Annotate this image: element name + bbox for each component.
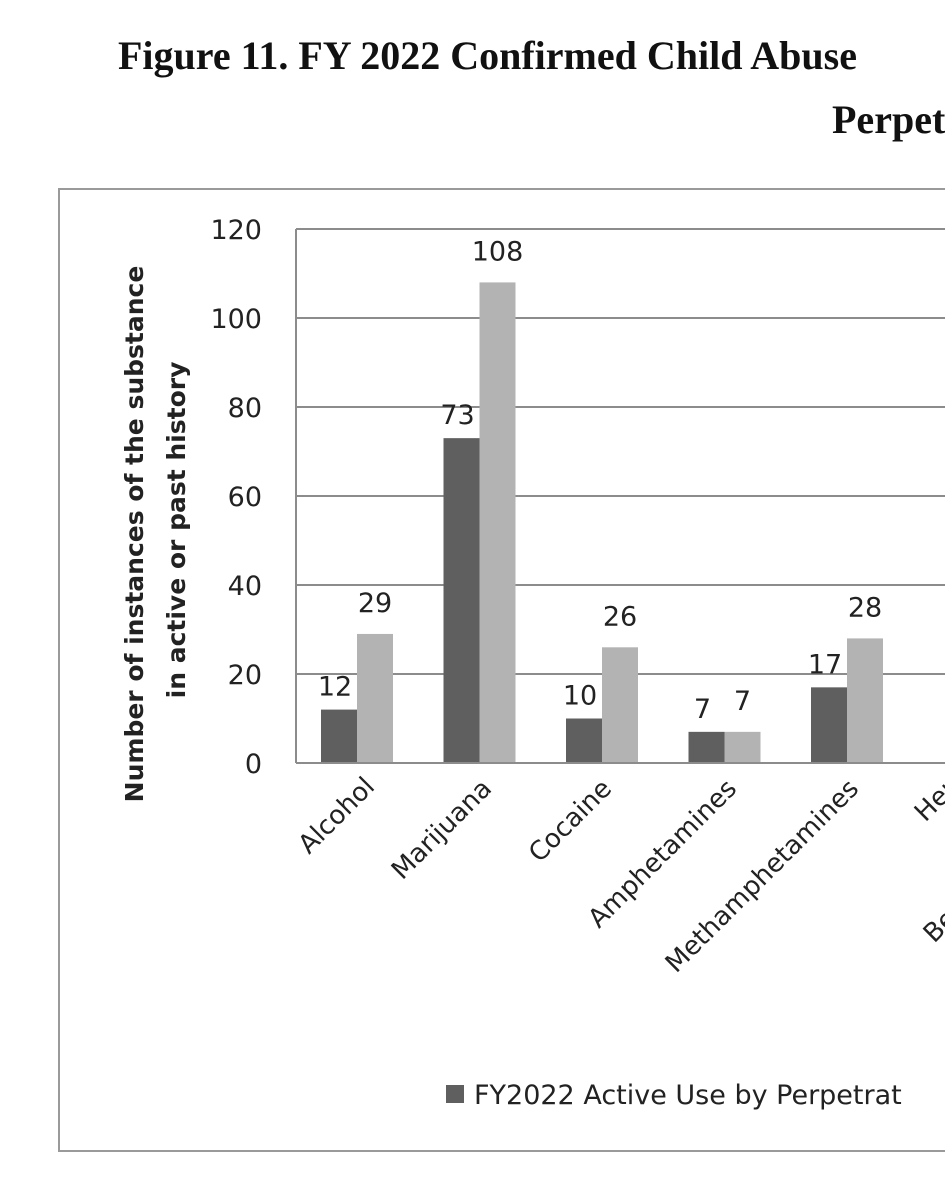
data-label: 108 [472,236,524,267]
bar [357,633,393,763]
data-label: 73 [440,400,474,431]
y-axis-title-line1: Number of instances of the substance [120,266,149,803]
gridlines [296,228,945,675]
legend: FY2022 Active Use by Perpetrat [446,1080,902,1111]
data-label: 29 [358,588,392,619]
figure-title-line1: Figure 11. FY 2022 Confirmed Child Abuse [118,33,857,78]
legend-label: FY2022 Active Use by Perpetrat [474,1080,902,1111]
y-tick-label: 80 [228,393,262,424]
x-category-label: Her [909,774,945,828]
bar [602,647,638,763]
data-label: 7 [694,694,711,725]
x-category-label: Marijuana [386,774,498,886]
y-tick-label: 40 [228,571,262,602]
data-label: 17 [808,649,842,680]
bar [443,438,480,763]
bar [566,718,602,763]
y-axis-title-line2: in active or past history [162,362,191,699]
y-tick-label: 120 [210,215,262,246]
data-label: 28 [848,592,882,623]
bar [321,709,357,763]
y-tick-label: 100 [210,304,262,335]
data-label: 10 [563,681,597,712]
y-tick-label: 20 [228,660,262,691]
figure-title-line2: Perpet [832,97,945,142]
bar [811,687,847,763]
bar [688,731,725,763]
legend-swatch [446,1085,464,1103]
y-tick-label: 60 [228,482,262,513]
bars [321,282,883,763]
x-category-label: Cocaine [523,774,618,869]
axes: 0 20 40 60 80 100 120 Number of instances of th… [120,215,945,979]
x-category-label: Alcohol [293,772,381,860]
y-tick-label: 0 [245,749,262,780]
data-label: 7 [734,686,751,717]
x-category-label: Be [918,904,945,949]
bar [724,731,761,763]
bar [479,282,516,763]
data-label: 12 [318,672,352,703]
data-label: 26 [603,601,637,632]
bar [847,638,883,763]
